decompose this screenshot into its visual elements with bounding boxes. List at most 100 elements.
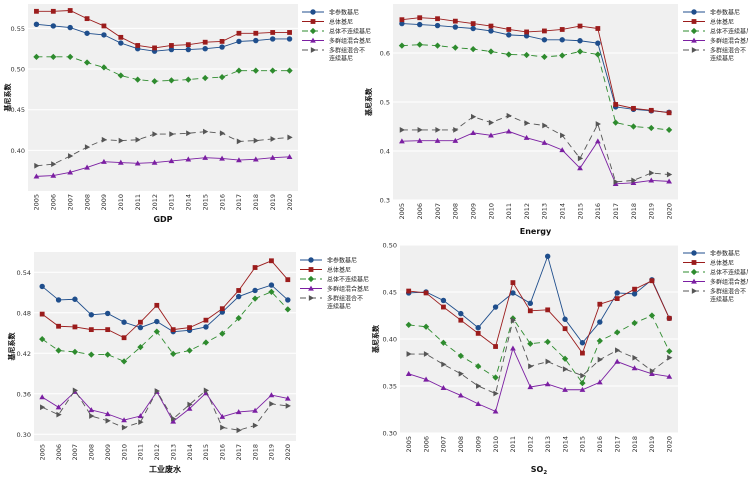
- data-point: [423, 376, 429, 382]
- data-point: [423, 351, 430, 357]
- x-tick-label: 2015: [579, 436, 587, 453]
- x-axis-label-subscript: 2: [543, 470, 547, 476]
- x-tick-label: 2016: [594, 203, 602, 220]
- data-point: [203, 387, 210, 394]
- data-point: [492, 374, 499, 381]
- legend-label: 总体不连续基尼: [710, 27, 748, 35]
- x-tick-label: 2017: [612, 203, 620, 220]
- data-point: [55, 297, 62, 303]
- legend-marker: [308, 295, 315, 301]
- data-point: [648, 124, 655, 132]
- data-point: [523, 134, 530, 140]
- data-point: [417, 21, 423, 28]
- data-point: [269, 154, 276, 160]
- data-point: [541, 53, 548, 61]
- data-point: [269, 258, 274, 264]
- chart-panel-1: 0.40 0.45 0.50 0.55 2005 2006 2007 2008 2009 2010…: [3, 4, 371, 224]
- data-point: [168, 77, 175, 84]
- data-point: [488, 119, 495, 126]
- data-point: [219, 330, 226, 337]
- data-point: [120, 358, 128, 365]
- x-tick-label: 2013: [541, 203, 549, 220]
- series-line: [41, 291, 289, 362]
- data-point: [492, 408, 499, 414]
- data-point: [458, 310, 464, 317]
- data-point: [434, 137, 441, 143]
- x-tick-label: 2005: [38, 444, 46, 461]
- x-tick-label: 2012: [527, 436, 535, 453]
- data-point: [542, 28, 547, 34]
- data-point: [118, 137, 124, 144]
- data-point: [71, 348, 79, 356]
- data-point: [236, 38, 242, 45]
- data-point: [405, 321, 412, 329]
- data-point: [630, 179, 637, 186]
- data-point: [84, 164, 90, 170]
- data-point: [476, 383, 482, 389]
- data-point: [186, 405, 193, 411]
- data-point: [101, 32, 107, 38]
- x-tick-label: 2009: [469, 203, 477, 220]
- data-point: [235, 315, 242, 322]
- data-point: [154, 388, 160, 394]
- data-point: [614, 290, 620, 296]
- data-point: [527, 340, 534, 347]
- data-point: [452, 44, 459, 51]
- y-tick-label: 0.48: [17, 309, 31, 317]
- x-tick-label: 2012: [153, 444, 161, 461]
- series-line: [41, 260, 289, 339]
- data-point: [399, 17, 405, 23]
- data-point: [665, 126, 673, 134]
- x-tick-label: 2018: [630, 203, 638, 220]
- data-point: [171, 415, 177, 422]
- data-point: [50, 23, 57, 29]
- x-tick-label: 2017: [613, 436, 621, 453]
- data-point: [648, 107, 654, 113]
- data-point: [151, 159, 158, 165]
- legend-marker: [691, 47, 698, 53]
- data-point: [559, 27, 565, 32]
- y-tick-label: 0.6: [380, 50, 390, 58]
- x-tick-label: 2013: [169, 444, 177, 461]
- data-point: [219, 155, 225, 161]
- data-point: [203, 128, 209, 135]
- legend-label: 连续基尼: [327, 302, 351, 310]
- data-point: [203, 317, 209, 323]
- data-point: [541, 139, 548, 145]
- data-point: [253, 37, 259, 44]
- data-point: [434, 42, 441, 49]
- data-point: [34, 8, 39, 14]
- data-point: [137, 324, 144, 331]
- series-line: [36, 131, 290, 167]
- y-tick-label: 0.45: [383, 289, 397, 297]
- data-point: [269, 36, 276, 42]
- y-tick-label: 0.50: [11, 66, 25, 74]
- data-point: [561, 355, 569, 362]
- series-line: [41, 284, 289, 333]
- data-point: [152, 131, 158, 137]
- data-point: [39, 283, 45, 290]
- data-point: [252, 265, 258, 270]
- data-point: [506, 27, 512, 32]
- data-point: [268, 282, 275, 288]
- data-point: [84, 144, 91, 150]
- data-point: [135, 136, 141, 143]
- data-point: [88, 351, 95, 358]
- data-point: [169, 43, 174, 48]
- data-point: [458, 370, 464, 377]
- series-line: [41, 390, 288, 423]
- data-point: [100, 64, 108, 71]
- data-point: [452, 137, 459, 143]
- data-point: [613, 102, 619, 107]
- data-point: [268, 288, 275, 295]
- legend-marker: [691, 250, 697, 256]
- data-point: [83, 59, 91, 66]
- x-tick-label: 2011: [509, 436, 517, 453]
- data-point: [101, 23, 107, 29]
- legend-marker: [310, 37, 316, 43]
- data-point: [138, 419, 144, 425]
- chart-panel-3: 0.30 0.36 0.42 0.48 0.54 2005 2006 2007 2008 2009…: [7, 252, 369, 474]
- data-point: [649, 368, 656, 374]
- data-point: [560, 132, 566, 139]
- legend-marker: [307, 275, 315, 283]
